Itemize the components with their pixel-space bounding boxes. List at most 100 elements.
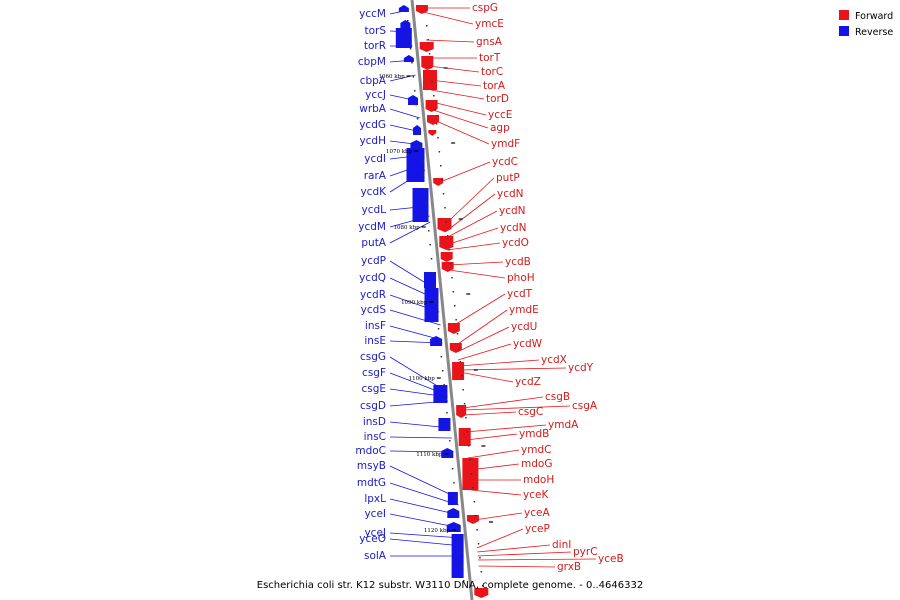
forward-gene-label[interactable]: mdoG (521, 458, 552, 470)
forward-connector (428, 65, 480, 73)
forward-gene-label[interactable]: phoH (507, 272, 535, 284)
reverse-gene (447, 492, 458, 505)
axis-dot (460, 552, 462, 554)
forward-gene-label[interactable]: cspG (472, 2, 498, 14)
forward-gene-label[interactable]: dinI (552, 539, 571, 551)
reverse-gene-label[interactable]: lpxL (364, 493, 386, 505)
forward-gene-label[interactable]: ymdE (509, 304, 539, 316)
reverse-gene-label[interactable]: csgG (360, 351, 386, 363)
forward-gene-label[interactable]: ymdB (519, 428, 549, 440)
axis-dot (458, 538, 461, 540)
axis-dot (419, 146, 422, 148)
reverse-gene-label[interactable]: mdtG (357, 477, 386, 489)
forward-gene-label[interactable]: ycdN (499, 205, 526, 217)
reverse-gene-label[interactable]: ycdH (359, 135, 386, 147)
forward-gene-label[interactable]: ycdB (505, 256, 531, 268)
forward-gene-label[interactable]: yceK (523, 489, 549, 501)
reverse-gene-label[interactable]: csgF (362, 367, 386, 379)
forward-gene-label[interactable]: mdoH (523, 474, 554, 486)
reverse-gene-label[interactable]: ycdP (361, 255, 386, 267)
reverse-gene-label[interactable]: insD (363, 416, 386, 428)
forward-gene-label[interactable]: agp (490, 122, 510, 134)
reverse-gene-label[interactable]: msyB (357, 460, 386, 472)
reverse-gene-label[interactable]: mdoC (355, 445, 386, 457)
reverse-gene-label[interactable]: yceI (364, 508, 386, 520)
reverse-gene-label[interactable]: ycdK (360, 186, 387, 198)
axis-dot (470, 473, 473, 475)
reverse-gene-label[interactable]: insE (364, 335, 386, 347)
reverse-gene-label[interactable]: yceO (359, 533, 386, 545)
forward-gene-label[interactable]: csgA (572, 400, 598, 412)
reverse-gene (408, 95, 418, 105)
forward-gene-label[interactable]: ycdX (541, 354, 567, 366)
axis-dot (454, 305, 456, 307)
forward-gene-label[interactable]: ycdO (502, 237, 529, 249)
axis-dot (450, 454, 452, 456)
reverse-gene-label[interactable]: putA (361, 237, 386, 249)
forward-connector (454, 293, 506, 326)
forward-gene-label[interactable]: grxB (557, 561, 581, 573)
axis-dot (444, 207, 446, 209)
reverse-gene-label[interactable]: yceJ (364, 527, 386, 539)
axis-dot (463, 403, 466, 405)
reverse-gene-label[interactable]: insC (364, 431, 386, 443)
reverse-gene-label[interactable]: solA (364, 550, 387, 562)
reverse-gene-label[interactable]: csgE (361, 383, 386, 395)
forward-gene-label[interactable]: putP (496, 172, 520, 184)
forward-gene-label[interactable]: csgC (518, 406, 543, 418)
reverse-gene-label[interactable]: rarA (364, 170, 387, 182)
reverse-gene-label[interactable]: insF (365, 320, 386, 332)
forward-gene-label[interactable]: ymdC (521, 444, 551, 456)
forward-gene-label[interactable]: yceA (524, 507, 550, 519)
forward-gene-label[interactable]: ycdT (507, 288, 533, 300)
reverse-gene-label[interactable]: torR (364, 40, 386, 52)
reverse-gene-label[interactable]: cbpM (358, 56, 386, 68)
reverse-gene-label[interactable]: ycdG (359, 119, 386, 131)
reverse-connector (389, 436, 452, 439)
forward-gene-label[interactable]: torC (481, 66, 503, 78)
reverse-gene-label[interactable]: csgD (360, 400, 386, 412)
axis-dot (451, 468, 454, 470)
forward-gene-label[interactable]: ycdN (500, 222, 527, 234)
axis-dot (456, 510, 458, 512)
forward-gene (428, 130, 437, 136)
forward-gene-label[interactable]: ymdA (548, 419, 579, 431)
reverse-gene-label[interactable]: yccJ (365, 89, 386, 101)
reverse-gene-label[interactable]: ycdS (361, 304, 387, 316)
forward-gene-label[interactable]: ycdZ (515, 376, 541, 388)
forward-gene-label[interactable]: ycdY (568, 362, 594, 374)
forward-gene-label[interactable]: ymcE (475, 18, 504, 30)
axis-dot (442, 370, 444, 372)
forward-gene (449, 343, 462, 353)
axis-dot (458, 347, 460, 349)
forward-connector (457, 343, 512, 361)
reverse-gene-label[interactable]: yccM (359, 8, 386, 20)
reverse-gene-label[interactable]: torS (364, 25, 386, 37)
forward-gene-label[interactable]: torT (479, 52, 501, 64)
reverse-gene-label[interactable]: ycdL (361, 204, 386, 216)
forward-gene-label[interactable]: yccE (488, 109, 512, 121)
axis-dot (437, 328, 440, 330)
reverse-gene-label[interactable]: ycdI (364, 153, 386, 165)
reverse-gene (433, 385, 448, 403)
gene-labels[interactable]: yccM torS torR cbpM cbpA yccJ wrbA ycdG ycdH ycdI… (355, 2, 623, 573)
forward-gene-label[interactable]: ycdW (513, 338, 543, 350)
forward-gene-label[interactable]: torA (483, 80, 506, 92)
reverse-gene-label[interactable]: ycdR (360, 289, 386, 301)
axis-dot (452, 291, 455, 293)
forward-gene-label[interactable]: ycdN (497, 188, 524, 200)
reverse-gene-label[interactable]: ycdQ (359, 272, 386, 284)
forward-gene-label[interactable]: gnsA (476, 36, 503, 48)
forward-connector (470, 489, 522, 496)
forward-gene-label[interactable]: yceP (525, 523, 550, 535)
forward-gene-label[interactable]: yceB (598, 553, 624, 565)
reverse-gene-label[interactable]: cbpA (360, 75, 387, 87)
forward-gene-label[interactable]: ymdF (491, 138, 520, 150)
forward-gene-label[interactable]: ycdC (492, 156, 518, 168)
forward-gene-label[interactable]: torD (486, 93, 509, 105)
forward-gene-label[interactable]: pyrC (573, 546, 598, 558)
forward-gene-label[interactable]: csgB (545, 391, 570, 403)
forward-gene-label[interactable]: ycdU (511, 321, 537, 333)
reverse-gene-label[interactable]: wrbA (359, 103, 387, 115)
reverse-gene-label[interactable]: ycdM (358, 221, 386, 233)
